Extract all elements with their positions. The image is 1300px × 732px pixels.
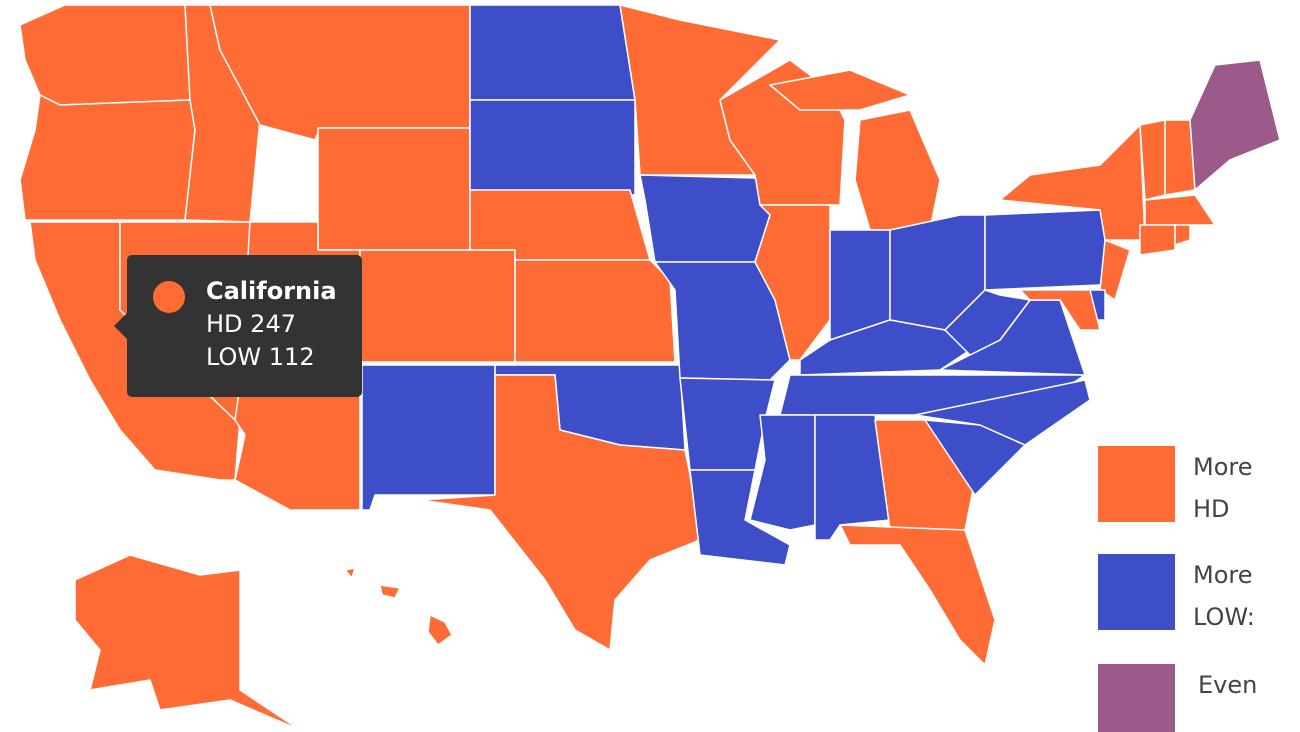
row-label: HD	[206, 310, 243, 338]
legend-label: More LOW:	[1193, 561, 1255, 631]
state[interactable]	[361, 364, 496, 511]
state[interactable]	[427, 614, 453, 646]
state[interactable]	[469, 99, 636, 196]
tooltip-title: California	[206, 277, 337, 305]
tooltip: California HD 247 LOW 112	[114, 255, 362, 397]
state[interactable]	[689, 469, 791, 566]
state[interactable]	[984, 209, 1116, 291]
state[interactable]	[1019, 289, 1101, 331]
state[interactable]	[344, 567, 356, 579]
state[interactable]	[74, 554, 301, 731]
row-value: 112	[268, 343, 315, 371]
tooltip-row: LOW 112	[206, 343, 315, 371]
state[interactable]	[514, 259, 676, 363]
state[interactable]	[234, 384, 361, 511]
state[interactable]	[379, 584, 401, 599]
state[interactable]	[769, 69, 911, 111]
state[interactable]	[1174, 224, 1191, 246]
state[interactable]	[359, 249, 516, 363]
legend-label: Even	[1198, 671, 1258, 699]
tooltip-row: HD 247	[206, 310, 296, 338]
state[interactable]	[317, 127, 471, 251]
legend-swatch	[1098, 554, 1175, 630]
legend-swatch	[1098, 446, 1175, 522]
state[interactable]	[19, 4, 191, 106]
state[interactable]	[469, 4, 636, 101]
state[interactable]	[639, 174, 771, 263]
state[interactable]	[839, 524, 996, 666]
state[interactable]	[914, 379, 1091, 446]
state[interactable]	[999, 124, 1146, 241]
legend-swatch	[1098, 664, 1175, 732]
state[interactable]	[1144, 194, 1216, 226]
state[interactable]	[1099, 239, 1131, 301]
state[interactable]	[1139, 224, 1176, 256]
row-value: 247	[250, 310, 296, 338]
state[interactable]	[1189, 59, 1281, 191]
tooltip-marker	[153, 281, 185, 313]
state[interactable]	[419, 374, 701, 651]
state[interactable]	[874, 419, 976, 531]
legend-label: More HD	[1193, 453, 1253, 523]
row-label: LOW	[206, 343, 262, 371]
state[interactable]	[1139, 119, 1166, 201]
state[interactable]	[19, 94, 196, 221]
state[interactable]	[854, 109, 941, 231]
state[interactable]	[469, 189, 651, 261]
state[interactable]	[679, 377, 776, 471]
